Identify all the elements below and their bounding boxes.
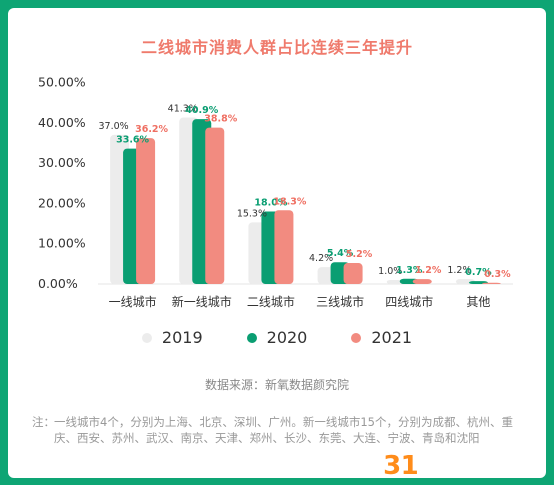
x-tick-label: 一线城市 — [109, 294, 157, 309]
footnote-text: 一线城市4个，分别为上海、北京、深圳、广州。新一线城市15个，分别为成都、杭州、… — [54, 415, 513, 445]
data-label: 40.9% — [185, 105, 218, 116]
x-tick-label: 其他 — [466, 295, 490, 309]
site-watermark: 31duo.com — [383, 451, 540, 481]
x-tick-label: 三线城市 — [316, 294, 364, 309]
data-label: 37.0% — [98, 121, 128, 132]
legend-label: 2021 — [371, 328, 413, 347]
legend-swatch — [351, 332, 362, 343]
footnote: 注： 一线城市4个，分别为上海、北京、深圳、广州。新一线城市15个，分别为成都、… — [32, 414, 520, 446]
data-label: 0.3% — [484, 269, 511, 280]
data-label: 18.0% — [254, 197, 287, 208]
data-label: 1.2% — [447, 265, 471, 276]
x-tick-label: 四线城市 — [385, 294, 433, 309]
legend-item: 2021 — [351, 328, 412, 347]
bar — [274, 210, 294, 284]
bar — [136, 138, 156, 284]
data-label: 15.3% — [237, 208, 267, 219]
bar — [205, 127, 225, 284]
y-tick-label: 40.00% — [38, 115, 86, 130]
data-label: 41.3% — [168, 104, 198, 115]
watermark-text: duo.com — [418, 451, 540, 481]
y-tick-label: 20.00% — [38, 195, 86, 210]
data-label: 33.6% — [116, 135, 149, 146]
y-tick-label: 50.00% — [38, 75, 86, 90]
footnote-label: 注： — [32, 415, 55, 429]
data-label: 36.2% — [135, 124, 168, 135]
data-label: 0.7% — [465, 267, 492, 278]
y-tick-label: 0.00% — [38, 276, 78, 291]
legend-item: 2020 — [246, 328, 308, 347]
chart-title: 二线城市消费人群占比连续三年提升 — [140, 38, 413, 57]
chart-legend: 2019 2020 2021 — [8, 328, 546, 347]
legend-item: 2019 — [141, 328, 203, 347]
y-tick-label: 10.00% — [38, 236, 86, 251]
data-label: 5.2% — [346, 249, 373, 260]
legend-label: 2020 — [266, 328, 308, 347]
legend-swatch — [141, 332, 152, 343]
data-label: 1.0% — [378, 266, 402, 277]
bar — [343, 263, 363, 284]
data-label: 4.2% — [309, 253, 333, 264]
data-label: 1.3% — [396, 265, 423, 276]
data-label: 5.4% — [327, 248, 354, 259]
legend-label: 2019 — [161, 328, 203, 347]
y-tick-label: 30.00% — [38, 155, 86, 170]
watermark-number: 31 — [383, 451, 419, 481]
x-tick-label: 二线城市 — [247, 294, 295, 309]
bar-chart: 0.00% 10.00% 20.00% 30.00% 40.00% 50.00% 37.0%… — [38, 75, 513, 309]
bar — [481, 282, 501, 284]
data-label: 38.8% — [204, 114, 237, 125]
data-label: 18.3% — [273, 196, 306, 207]
legend-swatch — [246, 332, 257, 343]
data-label: 1.2% — [415, 265, 442, 276]
x-tick-label: 新一线城市 — [172, 294, 232, 309]
bar — [412, 279, 432, 284]
chart-card: 二线城市消费人群占比连续三年提升 0.00% 10.00% 20.00% 30.00%… — [8, 8, 546, 478]
data-source: 数据来源：新氧数据颜究院 — [204, 378, 349, 392]
